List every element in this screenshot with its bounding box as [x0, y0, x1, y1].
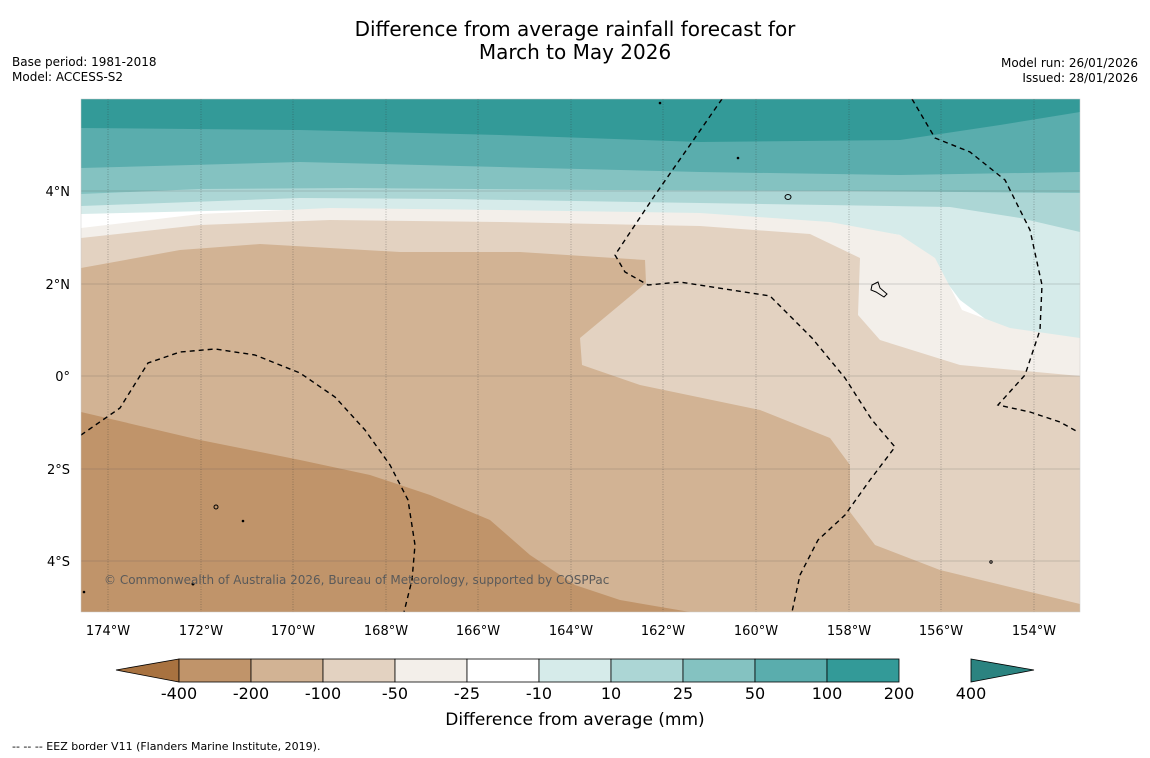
colorbar-cell: [538, 658, 612, 683]
colorbar-arrow-high: [970, 658, 1035, 683]
colorbar-cells: [178, 658, 900, 683]
lat-labels: 4°N 2°N 0° 2°S 4°S: [46, 185, 71, 570]
colorbar-tick-label: 100: [811, 684, 843, 703]
lon-label-168w: 168°W: [364, 624, 408, 639]
island-3: [213, 504, 219, 510]
lat-label-4n: 4°N: [46, 185, 71, 200]
colorbar-tick-label: -10: [525, 684, 553, 703]
lon-label-174w: 174°W: [86, 624, 130, 639]
lon-label-166w: 166°W: [456, 624, 500, 639]
colorbar-tick-label: 200: [883, 684, 915, 703]
title-line-1: Difference from average rainfall forecas…: [354, 17, 796, 41]
eez-borders: [81, 99, 1079, 612]
colorbar-cell: [394, 658, 468, 683]
colorbar-cell: [610, 658, 684, 683]
island-9: [82, 590, 86, 594]
island-7: [989, 560, 993, 564]
island-8: [191, 582, 195, 586]
issued-text: Issued: 28/01/2026: [1022, 71, 1138, 85]
lat-gridlines: [81, 190, 1080, 562]
lat-label-2s: 2°S: [47, 463, 70, 478]
map-fill-layer: [81, 99, 1080, 612]
lon-label-162w: 162°W: [641, 624, 685, 639]
colorbar-cell: [466, 658, 540, 683]
eez-border-west: [81, 348, 416, 612]
island-2: [870, 281, 888, 298]
eez-legend-note: -- -- -- EEZ border V11 (Flanders Marine…: [12, 740, 321, 753]
copyright-text: © Commonwealth of Australia 2026, Bureau…: [104, 573, 609, 587]
island-6: [241, 519, 245, 523]
islands: [82, 101, 993, 594]
model-text: Model: ACCESS-S2: [12, 70, 124, 84]
colorbar-cell: [178, 658, 252, 683]
lon-label-156w: 156°W: [919, 624, 963, 639]
lon-label-170w: 170°W: [271, 624, 315, 639]
lon-labels: 174°W 172°W 170°W 168°W 166°W 164°W 162°…: [86, 624, 1056, 639]
lon-label-160w: 160°W: [734, 624, 778, 639]
lon-label-154w: 154°W: [1012, 624, 1056, 639]
title-line-2: March to May 2026: [478, 40, 672, 64]
meta-left: Base period: 1981-2018 Model: ACCESS-S2: [12, 55, 157, 85]
colorbar: [115, 658, 1035, 683]
colorbar-tick-label: 400: [955, 684, 987, 703]
colorbar-cell: [250, 658, 324, 683]
eez-border-central: [614, 99, 896, 612]
colorbar-cell: [322, 658, 396, 683]
colorbar-tick-label: 25: [672, 684, 694, 703]
colorbar-cell: [826, 658, 900, 683]
map-frame: [80, 98, 1081, 613]
lat-label-0: 0°: [55, 370, 70, 385]
colorbar-arrow-low: [115, 658, 180, 683]
base-period-text: Base period: 1981-2018: [12, 55, 157, 69]
lat-label-2n: 2°N: [46, 278, 71, 293]
island-4: [658, 101, 662, 105]
island-5: [736, 156, 740, 160]
island-1: [784, 194, 792, 200]
lon-label-172w: 172°W: [179, 624, 223, 639]
model-run-text: Model run: 26/01/2026: [1000, 56, 1138, 70]
eez-border-east: [911, 99, 1079, 433]
band-wet-200-400: [81, 99, 1080, 142]
colorbar-tick-label: -100: [304, 684, 342, 703]
chart-title: Difference from average rainfall forecas…: [0, 18, 1150, 64]
colorbar-tick-label: -400: [160, 684, 198, 703]
colorbar-tick-label: -25: [453, 684, 481, 703]
colorbar-title: Difference from average (mm): [445, 710, 705, 730]
gridlines: [107, 99, 1035, 612]
colorbar-tick-label: -200: [232, 684, 270, 703]
band-dry-100-200: [81, 412, 690, 612]
colorbar-tick-label: 50: [744, 684, 766, 703]
colorbar-cell: [754, 658, 828, 683]
lon-label-164w: 164°W: [549, 624, 593, 639]
meta-right: Model run: 26/01/2026 Issued: 28/01/2026: [1001, 56, 1138, 86]
colorbar-tick-label: -50: [381, 684, 409, 703]
colorbar-cell: [682, 658, 756, 683]
lat-label-4s: 4°S: [47, 555, 70, 570]
lon-label-158w: 158°W: [827, 624, 871, 639]
colorbar-tick-label: 10: [600, 684, 622, 703]
